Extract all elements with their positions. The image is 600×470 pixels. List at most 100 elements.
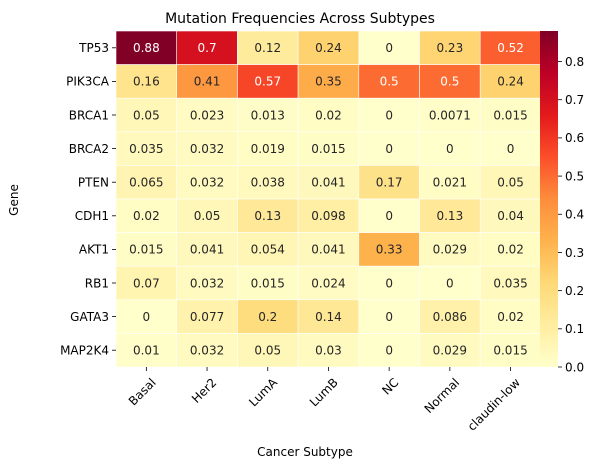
heatmap-cell-AKT1-Basal [115,232,178,267]
cell-value-label: 0.03 [315,344,342,358]
colorbar-tick-label: 0.2 [565,284,584,298]
heatmap-cell-AKT1-claudin-low [479,232,542,267]
cell-value-label: 0.2 [258,310,277,324]
cell-value-label: 0.02 [315,108,342,122]
y-tick-label: PIK3CA [66,75,110,89]
y-tick-label: RB1 [85,276,109,290]
cell-value-label: 0.05 [497,176,524,190]
cell-value-label: 0.029 [433,243,467,257]
cell-value-label: 0.038 [251,176,285,190]
colorbar-tick-label: 0.5 [565,169,584,183]
cell-value-label: 0.57 [254,75,281,89]
x-tick-label: Normal [422,375,463,416]
heatmap-cell-MAP2K4-claudin-low [479,333,542,368]
cell-value-label: 0.015 [311,142,345,156]
cell-value-label: 0.024 [311,276,345,290]
heatmap-cell-TP53-Her2 [176,30,238,65]
colorbar-gradient-bar [540,31,558,367]
heatmap-cell-PTEN-claudin-low [479,165,542,200]
cell-value-label: 0.023 [190,108,224,122]
x-axis: Basal Her2 LumA LumB NC Normal claudin-low [126,367,523,434]
heatmap-cell-CDH1-LumB [297,198,360,233]
heatmap-cell-MAP2K4-Basal [115,333,178,368]
colorbar-tick-label: 0.8 [565,55,584,69]
cell-value-label: 0 [385,276,393,290]
cell-value-label: 0.88 [133,41,160,55]
cell-value-label: 0.015 [129,243,163,257]
heatmap-cell-RB1-claudin-low [479,265,542,301]
heatmap-cell-RB1-Normal [419,265,481,301]
heatmap-cell-MAP2K4-NC [358,333,420,368]
heatmap-cell-BRCA1-Her2 [176,97,238,133]
cell-value-label: 0.032 [190,142,224,156]
heatmap-cell-BRCA1-Normal [419,97,481,133]
heatmap-cell-RB1-NC [358,265,420,301]
cell-value-label: 0.23 [436,41,463,55]
heatmap-cell-BRCA1-LumA [237,97,299,133]
heatmap-cell-BRCA2-Basal [115,131,178,166]
cell-value-label: 0.13 [254,209,281,223]
cell-value-label: 0.013 [251,108,285,122]
chart-title: Mutation Frequencies Across Subtypes [165,11,435,27]
cell-value-label: 0 [385,344,393,358]
colorbar-tick-label: 0.0 [565,360,584,374]
heatmap-cell-MAP2K4-LumB [297,333,360,368]
colorbar-tick-label: 0.4 [565,208,584,222]
heatmap-cell-BRCA1-NC [358,97,420,133]
cell-value-label: 0.041 [311,243,345,257]
cell-value-label: 0.01 [133,344,160,358]
cell-value-label: 0.05 [194,209,221,223]
cell-value-label: 0.032 [190,276,224,290]
heatmap-cell-TP53-LumB [297,30,360,65]
heatmap-cell-AKT1-LumA [237,232,299,267]
cell-value-label: 0 [385,41,393,55]
x-tick-label: Basal [126,375,159,408]
colorbar-tick-label: 0.3 [565,246,584,260]
cell-value-label: 0.035 [129,142,163,156]
x-axis-label: Cancer Subtype [257,445,353,459]
cell-value-label: 0.015 [251,276,285,290]
cell-value-label: 0 [143,310,151,324]
cell-value-label: 0.021 [433,176,467,190]
heatmap-cell-MAP2K4-LumA [237,333,299,368]
cell-value-label: 0.098 [311,209,345,223]
cell-value-label: 0.019 [251,142,285,156]
x-tick-label: Her2 [189,375,219,405]
heatmap-cell-BRCA2-Her2 [176,131,238,166]
cell-value-label: 0.054 [251,243,285,257]
cell-value-label: 0.35 [315,75,342,89]
cell-value-label: 0.041 [311,176,345,190]
x-tick-label: NC [379,375,401,397]
cell-value-label: 0.05 [254,344,281,358]
cell-value-label: 0.14 [315,310,342,324]
heatmap-cell-AKT1-Normal [419,232,481,267]
cell-value-label: 0.41 [194,75,221,89]
cell-value-label: 0.086 [433,310,467,324]
x-tick-label: LumA [246,375,280,409]
heatmap-cell-PIK3CA-LumA [237,64,299,99]
colorbar: 0.0 0.1 0.2 0.3 0.4 0.5 0.6 0.7 0.8 [540,31,584,374]
cell-value-label: 0.24 [315,41,342,55]
heatmap-cell-TP53-Normal [419,30,481,65]
cell-value-label: 0.02 [497,243,524,257]
cell-value-label: 0.5 [440,75,459,89]
x-tick-label: LumB [307,375,341,409]
cell-value-label: 0.7 [198,41,217,55]
colorbar-tick-label: 0.7 [565,93,584,107]
cell-value-label: 0 [385,142,393,156]
heatmap-cell-CDH1-claudin-low [479,198,542,233]
heatmap-cell-PTEN-LumA [237,165,299,200]
cell-value-label: 0.04 [497,209,524,223]
heatmap-cells [115,30,542,368]
cell-value-label: 0.015 [493,108,527,122]
cell-value-label: 0.032 [190,176,224,190]
cell-value-label: 0.16 [133,75,160,89]
heatmap-cell-BRCA2-LumB [297,131,360,166]
cell-value-label: 0.077 [190,310,224,324]
cell-value-label: 0.041 [190,243,224,257]
heatmap-cell-GATA3-NC [358,299,420,334]
cell-value-label: 0.12 [254,41,281,55]
heatmap-cell-RB1-Her2 [176,265,238,301]
heatmap-cell-AKT1-LumB [297,232,360,267]
